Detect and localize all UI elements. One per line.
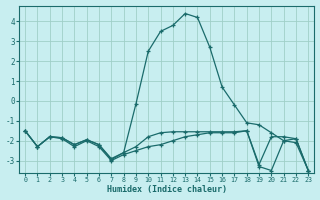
X-axis label: Humidex (Indice chaleur): Humidex (Indice chaleur) <box>107 185 227 194</box>
